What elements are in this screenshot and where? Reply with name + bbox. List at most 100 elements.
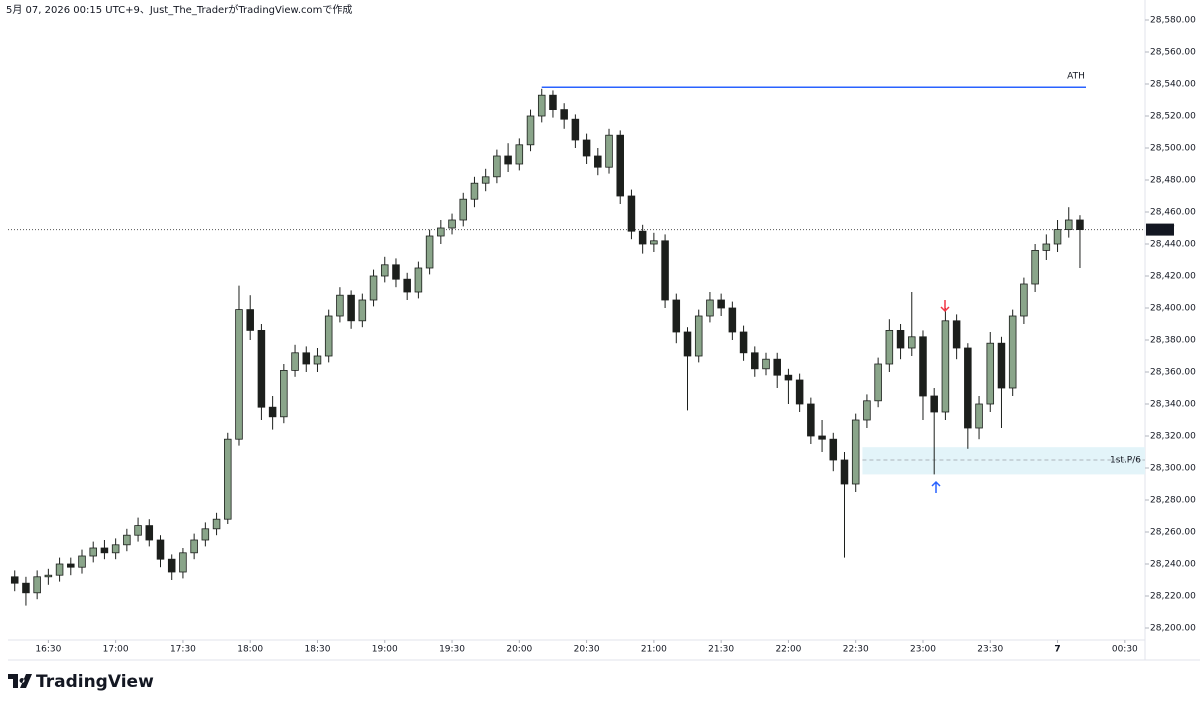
body xyxy=(414,267,423,293)
body xyxy=(571,118,580,141)
candle xyxy=(347,290,355,329)
body xyxy=(347,294,355,322)
x-tick-label: 19:30 xyxy=(439,645,465,655)
y-tick-label: 28,340.00 xyxy=(1150,400,1196,410)
candle xyxy=(313,348,322,372)
body xyxy=(1076,219,1084,231)
y-tick-label: 28,200.00 xyxy=(1150,624,1196,634)
body xyxy=(392,264,400,280)
zone xyxy=(862,447,1145,475)
candle xyxy=(672,293,681,344)
candle xyxy=(459,192,468,227)
body xyxy=(661,240,669,301)
body xyxy=(358,299,367,322)
body xyxy=(470,182,479,200)
body xyxy=(425,235,434,269)
body xyxy=(762,358,770,370)
y-tick-label: 28,540.00 xyxy=(1150,80,1196,90)
body xyxy=(324,315,333,357)
x-tick-label: 19:00 xyxy=(372,645,398,655)
body xyxy=(1053,229,1062,245)
candle xyxy=(537,88,546,123)
body xyxy=(672,299,681,333)
candle xyxy=(1042,234,1051,260)
candle xyxy=(582,133,591,164)
body xyxy=(874,363,882,402)
body xyxy=(33,576,41,594)
body xyxy=(1020,283,1028,317)
body xyxy=(336,294,344,317)
candle xyxy=(683,327,692,411)
y-tick-label: 28,300.00 xyxy=(1150,464,1196,474)
candle xyxy=(493,149,501,184)
body xyxy=(493,155,501,178)
candle xyxy=(627,189,636,240)
y-tick-label: 28,240.00 xyxy=(1150,560,1196,570)
body xyxy=(55,563,64,576)
candle xyxy=(829,432,838,472)
body xyxy=(22,582,30,594)
candle xyxy=(840,452,849,558)
ath-label: ATH xyxy=(1067,72,1085,82)
candle xyxy=(167,554,176,580)
body xyxy=(111,544,120,554)
candle xyxy=(515,138,524,171)
x-tick-label: 17:00 xyxy=(103,645,129,655)
candle xyxy=(997,336,1006,428)
candle xyxy=(616,130,624,204)
candle xyxy=(952,314,961,360)
candle xyxy=(795,373,804,412)
body xyxy=(134,525,142,536)
y-tick-label: 28,260.00 xyxy=(1150,528,1196,538)
body xyxy=(459,198,468,221)
brand: TradingView xyxy=(36,672,154,692)
body xyxy=(560,109,568,120)
candle xyxy=(280,364,288,424)
candle xyxy=(650,232,658,252)
body xyxy=(246,309,254,331)
candle xyxy=(257,324,266,420)
candle xyxy=(941,308,950,420)
body xyxy=(1031,249,1039,285)
candle xyxy=(425,229,434,275)
arrow-up-path xyxy=(931,480,941,493)
candle xyxy=(874,357,882,408)
candle xyxy=(324,309,333,363)
candle xyxy=(807,397,815,444)
candle xyxy=(22,576,30,606)
y-tick-label: 28,320.00 xyxy=(1150,432,1196,442)
candle xyxy=(179,548,187,579)
y-tick-label: 28,460.00 xyxy=(1150,208,1196,218)
body xyxy=(605,134,613,168)
body xyxy=(784,374,793,381)
body xyxy=(706,299,714,317)
body xyxy=(280,369,288,418)
zone-label: 1st.P/6 xyxy=(1110,456,1141,466)
x-tick-label: 21:30 xyxy=(708,645,734,655)
x-tick-label: 22:00 xyxy=(775,645,801,655)
candle xyxy=(504,143,512,172)
candle xyxy=(268,396,277,430)
candle xyxy=(526,109,535,152)
body xyxy=(1064,219,1073,231)
y-tick-label: 28,420.00 xyxy=(1150,272,1196,282)
candle xyxy=(773,352,781,388)
candle xyxy=(481,168,490,192)
body xyxy=(863,400,871,421)
y-tick-label: 28,480.00 xyxy=(1150,176,1196,186)
x-tick-label: 18:00 xyxy=(237,645,263,655)
candle xyxy=(470,176,479,208)
candle xyxy=(784,368,793,404)
body xyxy=(829,438,838,461)
candle xyxy=(751,346,759,377)
body xyxy=(179,552,187,573)
candle xyxy=(986,332,995,412)
candle xyxy=(739,325,748,361)
candle xyxy=(1053,220,1062,252)
candle xyxy=(201,522,210,547)
x-tick-label: 7 xyxy=(1054,645,1060,655)
candle xyxy=(661,234,669,308)
candle xyxy=(1008,309,1017,396)
body xyxy=(739,331,748,354)
candle xyxy=(728,301,737,340)
